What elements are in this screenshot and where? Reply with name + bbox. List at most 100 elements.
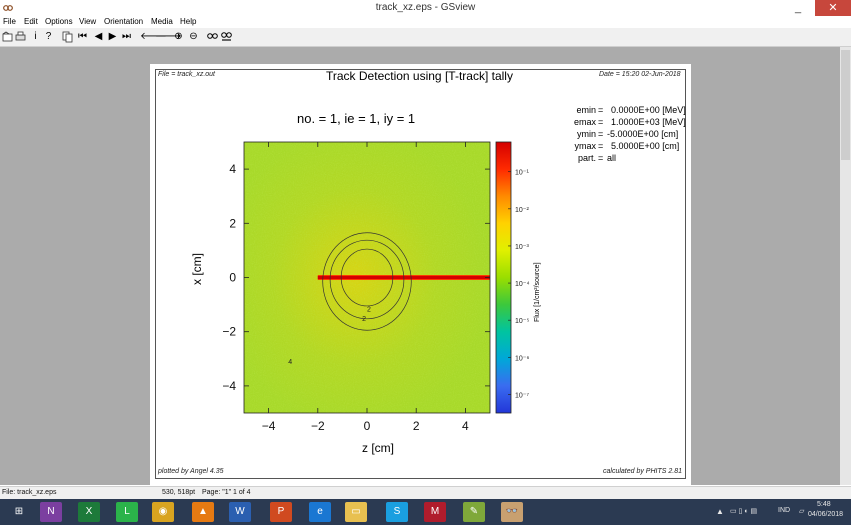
- excel-taskbar-icon[interactable]: X: [78, 502, 100, 522]
- colorbar-label: Flux [1/cm²/source]: [534, 262, 541, 322]
- clock-date[interactable]: 04/06/2018: [808, 511, 844, 518]
- title-bar: track_xz.eps - GSview _ □ ✕: [0, 0, 851, 16]
- menu-bar: File Edit Options View Orientation Media…: [0, 16, 851, 28]
- zoom-in-icon[interactable]: ⊕: [174, 31, 183, 42]
- param-value: all: [607, 153, 617, 163]
- x-tick-label: −2: [311, 419, 325, 433]
- open-icon[interactable]: [2, 30, 13, 43]
- contour-label: 2: [362, 316, 366, 323]
- notification-icon[interactable]: ▱: [799, 508, 805, 515]
- param-eq: =: [598, 117, 604, 127]
- notepad-taskbar-icon[interactable]: ✎: [463, 502, 485, 522]
- param-value: 0.0000E+00 [MeV]: [611, 105, 686, 115]
- param-value: 5.0000E+00 [cm]: [611, 141, 680, 151]
- colorbar-tick-label: 10⁻⁷: [515, 392, 529, 399]
- status-file: File: track_xz.eps: [2, 489, 57, 496]
- toolbar: i ? ⏮ ◀ ▶ ⏭ 🡐 🡒 ⊕ ⊖: [0, 28, 851, 47]
- contour-label: 4: [288, 359, 292, 366]
- plot-title: Track Detection using [T-track] tally: [326, 69, 513, 83]
- chrome-taskbar-icon[interactable]: ◉: [152, 502, 174, 522]
- param-value: -5.0000E+00 [cm]: [607, 129, 679, 139]
- param-value: 1.0000E+03 [MeV]: [611, 117, 686, 127]
- gsview-taskbar-icon[interactable]: 👓: [501, 502, 523, 522]
- ie-taskbar-icon[interactable]: e: [309, 502, 331, 522]
- gsview-app-icon[interactable]: [3, 2, 13, 12]
- y-tick-label: 4: [229, 162, 236, 176]
- status-page: Page: "1" 1 of 4: [202, 489, 251, 496]
- print-icon[interactable]: [15, 30, 26, 43]
- param-eq: =: [598, 129, 604, 139]
- colorbar-tick-label: 10⁻⁵: [515, 318, 529, 325]
- prev-page-icon[interactable]: ◀: [94, 31, 103, 42]
- last-page-icon[interactable]: ⏭: [122, 31, 131, 42]
- x-tick-label: 4: [462, 419, 469, 433]
- menu-options[interactable]: Options: [45, 17, 73, 26]
- contour-label: 2: [367, 306, 371, 313]
- param-name: part.: [577, 153, 596, 163]
- plotted-by-label: plotted by Angel 4.35: [158, 468, 224, 475]
- y-tick-label: 0: [229, 271, 236, 285]
- skype-taskbar-icon[interactable]: S: [386, 502, 408, 522]
- status-coords: 530, 518pt: [162, 489, 196, 496]
- colorbar-tick-label: 10⁻³: [515, 244, 529, 251]
- tray-icons[interactable]: ▭ ▯ ◐ ▤: [730, 508, 758, 515]
- onenote-taskbar-icon[interactable]: N: [40, 502, 62, 522]
- magnify-all-icon[interactable]: [221, 30, 232, 43]
- explorer-taskbar-icon[interactable]: ▭: [345, 502, 367, 522]
- zoom-out-icon[interactable]: ⊖: [189, 31, 198, 42]
- start-taskbar-icon[interactable]: ⊞: [8, 502, 30, 522]
- menu-media[interactable]: Media: [151, 17, 173, 26]
- x-tick-label: 2: [413, 419, 420, 433]
- vlc-taskbar-icon[interactable]: ▲: [192, 502, 214, 522]
- colorbar-tick-label: 10⁻⁴: [515, 281, 530, 288]
- colorbar-tick-label: 10⁻¹: [515, 170, 529, 177]
- language-indicator[interactable]: IND: [778, 507, 791, 514]
- vertical-scrollbar[interactable]: [840, 47, 851, 485]
- magnify-icon[interactable]: [207, 30, 218, 43]
- y-tick-label: −2: [222, 325, 236, 339]
- status-bar: File: track_xz.eps 530, 518pt Page: "1" …: [0, 486, 851, 500]
- colorbar: [495, 141, 512, 414]
- contour-line: [329, 239, 405, 320]
- y-tick-label: 2: [229, 216, 236, 230]
- copy-icon[interactable]: [62, 30, 73, 43]
- window-title: track_xz.eps - GSview: [375, 2, 476, 13]
- menu-view[interactable]: View: [79, 17, 97, 26]
- menu-orientation[interactable]: Orientation: [104, 17, 144, 26]
- info-icon[interactable]: i: [34, 31, 37, 42]
- menu-edit[interactable]: Edit: [24, 17, 38, 26]
- menu-file[interactable]: File: [3, 17, 16, 26]
- contour-line: [322, 232, 412, 331]
- param-name: ymin: [576, 129, 596, 139]
- clock-time[interactable]: 5:48: [817, 501, 831, 508]
- minimize-button[interactable]: _: [794, 2, 802, 14]
- help-icon[interactable]: ?: [45, 31, 52, 42]
- next-page-icon[interactable]: ▶: [108, 31, 117, 42]
- scrollbar-thumb[interactable]: [841, 50, 850, 160]
- param-eq: =: [598, 153, 604, 163]
- param-name: emax: [573, 117, 596, 127]
- mendeley-taskbar-icon[interactable]: M: [424, 502, 446, 522]
- y-tick-label: −4: [222, 379, 236, 393]
- powerpoint-taskbar-icon[interactable]: P: [270, 502, 292, 522]
- contour-line: [340, 248, 394, 307]
- param-eq: =: [598, 105, 604, 115]
- plot-subtitle: no. = 1, ie = 1, iy = 1: [297, 111, 416, 126]
- calculated-by-label: calculated by PHITS 2.81: [603, 468, 682, 475]
- date-label: Date = 15:20 02-Jun-2018: [599, 71, 681, 78]
- colorbar-tick-label: 10⁻²: [515, 207, 529, 214]
- plot-frame: [155, 69, 686, 479]
- word-taskbar-icon[interactable]: W: [229, 502, 251, 522]
- first-page-icon[interactable]: ⏮: [78, 31, 87, 42]
- x-axis-label: z [cm]: [362, 441, 394, 455]
- tray-overflow-icon[interactable]: ▲: [716, 507, 724, 516]
- y-axis-label: x [cm]: [190, 253, 204, 285]
- colorbar-tick-label: 10⁻⁶: [515, 355, 529, 362]
- line-taskbar-icon[interactable]: L: [116, 502, 138, 522]
- param-name: emin: [576, 105, 596, 115]
- x-tick-label: 0: [364, 419, 371, 433]
- menu-help[interactable]: Help: [180, 17, 197, 26]
- close-button[interactable]: ✕: [815, 0, 851, 16]
- param-eq: =: [598, 141, 604, 151]
